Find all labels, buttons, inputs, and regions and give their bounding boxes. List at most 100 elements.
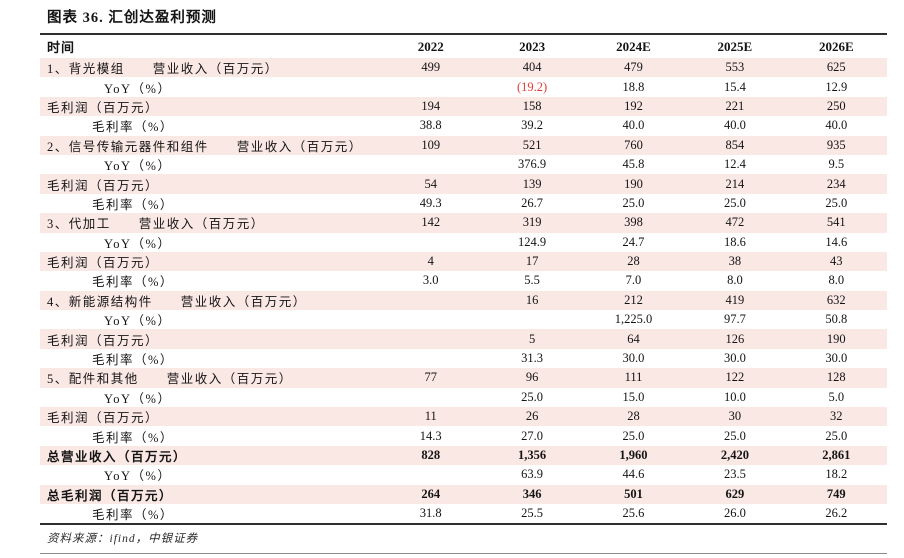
row-label: YoY（%） <box>104 469 172 484</box>
cell-value: 419 <box>725 292 745 307</box>
cell-value: 553 <box>725 60 745 75</box>
table-row: 毛利润（百万元） 11 26 28 30 32 <box>40 407 887 427</box>
cell-value: (19.2) <box>517 79 548 94</box>
table-row: 毛利率（%） 49.3 26.7 25.0 25.0 25.0 <box>40 194 887 213</box>
cell-value: 44.6 <box>622 467 645 482</box>
cell-value: 376.9 <box>518 157 547 172</box>
cell-value: 26.7 <box>521 195 544 210</box>
cell-value: 501 <box>624 486 643 501</box>
cell-value: 346 <box>522 486 542 501</box>
profit-forecast-table: 时间 2022 2023 2024E 2025E 2026E 1、背光模组 营业收入（百万… <box>40 33 887 525</box>
cell-value: 7.0 <box>625 273 642 288</box>
cell-value: 190 <box>624 176 643 191</box>
cell-value: 15.4 <box>723 79 746 94</box>
table-header: 时间 2022 2023 2024E 2025E 2026E <box>40 34 887 58</box>
table-row: 总毛利润（百万元） 264 346 501 629 749 <box>40 484 887 504</box>
header-row: 时间 2022 2023 2024E 2025E 2026E <box>40 34 887 58</box>
row-label: 毛利润（百万元） <box>47 100 160 115</box>
cell-value: 5.5 <box>524 273 540 288</box>
cell-value <box>380 310 481 329</box>
row-label: YoY（%） <box>104 81 172 96</box>
cell-value <box>380 465 481 484</box>
cell-value: 5 <box>528 331 536 346</box>
row-label: 4、新能源结构件 营业收入（百万元） <box>47 294 307 309</box>
cell-value: 194 <box>421 98 441 113</box>
cell-value: 632 <box>826 292 846 307</box>
table-row: YoY（%） (19.2) 18.8 15.4 12.9 <box>40 77 887 96</box>
cell-value <box>380 77 481 96</box>
cell-value: 264 <box>421 486 441 501</box>
column-header-year: 2023 <box>519 38 546 54</box>
cell-value: 31.8 <box>419 505 442 520</box>
table-row: 毛利润（百万元） 54 139 190 214 234 <box>40 174 887 194</box>
row-label: YoY（%） <box>104 159 172 174</box>
cell-value: 38.8 <box>419 118 442 133</box>
row-label: YoY（%） <box>104 236 172 251</box>
row-label: 毛利润（百万元） <box>47 178 160 193</box>
row-label: 总毛利润（百万元） <box>47 488 174 503</box>
cell-value: 3.0 <box>422 273 439 288</box>
cell-value: 17 <box>525 254 539 269</box>
cell-value: 25.0 <box>521 389 544 404</box>
cell-value: 25.0 <box>622 195 645 210</box>
cell-value: 14.6 <box>825 234 848 249</box>
cell-value: 18.2 <box>825 467 848 482</box>
cell-value: 4 <box>427 254 434 269</box>
cell-value: 250 <box>826 98 846 113</box>
cell-value: 30.0 <box>825 351 848 366</box>
cell-value: 25.0 <box>825 428 848 443</box>
table-row: 4、新能源结构件 营业收入（百万元） 16 212 419 632 <box>40 290 887 311</box>
row-label: 毛利率（%） <box>92 197 174 212</box>
cell-value: 31.3 <box>521 351 544 366</box>
cell-value: 16 <box>525 292 539 307</box>
table-row: 毛利润（百万元） 5 64 126 190 <box>40 329 887 349</box>
cell-value: 404 <box>522 60 542 75</box>
table-row: 5、配件和其他 营业收入（百万元） 77 96 111 122 128 <box>40 368 887 388</box>
row-label: 3、代加工 营业收入（百万元） <box>47 217 265 232</box>
cell-value: 126 <box>725 331 745 346</box>
cell-value: 9.5 <box>828 157 845 172</box>
cell-value: 854 <box>725 137 745 152</box>
cell-value: 26.2 <box>825 505 848 520</box>
cell-value: 158 <box>522 98 542 113</box>
cell-value: 30 <box>728 409 742 424</box>
cell-value: 26.0 <box>723 505 746 520</box>
cell-value: 43 <box>830 254 843 269</box>
table-row: 毛利率（%） 3.0 5.5 7.0 8.0 8.0 <box>40 271 887 290</box>
cell-value: 25.0 <box>622 428 645 443</box>
cell-value <box>481 310 582 329</box>
row-label: YoY（%） <box>104 391 172 406</box>
cell-value: 234 <box>826 176 846 191</box>
cell-value: 111 <box>624 370 643 385</box>
cell-value: 30.0 <box>723 351 746 366</box>
table-body: 1、背光模组 营业收入（百万元） 499 404 479 553 625 YoY（%） (19… <box>40 58 887 524</box>
cell-value: 124.9 <box>518 234 547 249</box>
cell-value: 142 <box>421 215 441 230</box>
source-note: 资料来源：ifind，中银证券 <box>47 532 199 545</box>
cell-value: 11 <box>424 409 437 424</box>
column-header-year: 2024E <box>616 38 651 54</box>
cell-value: 28 <box>627 409 640 424</box>
row-label: 2、信号传输元器件和组件 营业收入（百万元） <box>47 139 363 154</box>
cell-value: 760 <box>624 137 643 152</box>
cell-value <box>380 155 481 174</box>
cell-value: 10.0 <box>723 389 746 404</box>
cell-value: 192 <box>624 98 643 113</box>
cell-value: 45.8 <box>622 157 645 172</box>
cell-value: 18.8 <box>622 79 645 94</box>
cell-value: 625 <box>826 60 846 75</box>
cell-value: 25.0 <box>825 195 848 210</box>
cell-value: 32 <box>830 409 843 424</box>
cell-value: 40.0 <box>723 118 746 133</box>
cell-value: 1,225.0 <box>614 312 653 327</box>
cell-value: 27.0 <box>521 428 544 443</box>
cell-value: 12.9 <box>825 79 848 94</box>
table-row: YoY（%） 25.0 15.0 10.0 5.0 <box>40 388 887 407</box>
cell-value: 2,861 <box>822 448 851 462</box>
table-row: 毛利率（%） 31.8 25.5 25.6 26.0 26.2 <box>40 504 887 524</box>
row-label: 毛利率（%） <box>92 430 174 445</box>
cell-value: 190 <box>826 331 846 346</box>
cell-value: 15.0 <box>622 389 645 404</box>
cell-value: 139 <box>522 176 542 191</box>
cell-value: 8.0 <box>828 273 845 288</box>
